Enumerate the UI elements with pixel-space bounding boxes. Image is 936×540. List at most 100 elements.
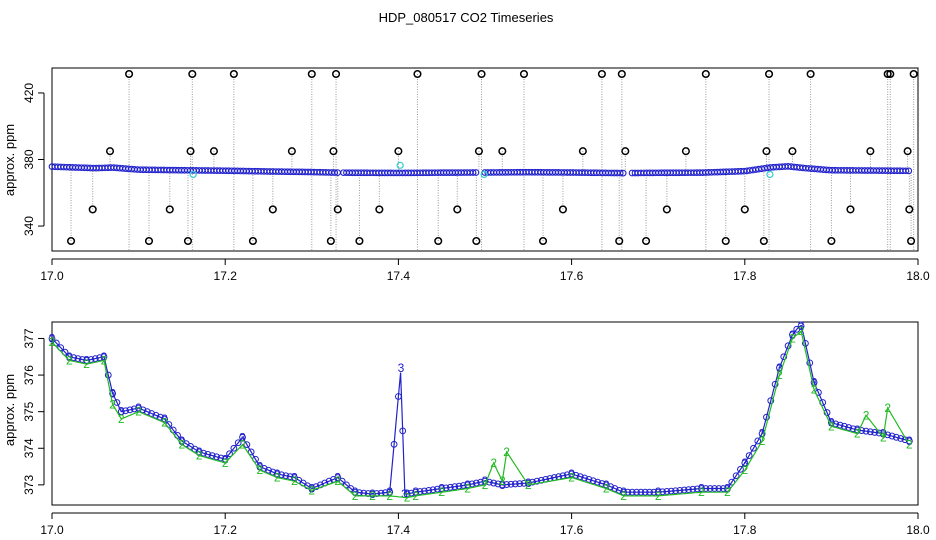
spike-point [477,69,486,79]
series-point [905,437,913,445]
series-point [130,405,138,413]
series-point [260,465,268,472]
series-point [217,454,225,462]
series-point [693,485,701,493]
series-point [195,448,203,456]
spike-point [307,69,316,79]
series-marker-label: 2 [884,401,891,415]
spike-point [903,147,912,156]
series-point [715,485,723,492]
y-tick-label: 420 [22,83,36,103]
spike-point [183,236,193,246]
series-point [620,488,627,496]
series-point [637,488,645,496]
series-point [83,357,91,364]
series-marker-label: 3 [854,423,861,437]
series-marker-label: 2 [464,482,471,496]
series-point [524,479,532,487]
series-point [148,410,155,417]
series-point [745,452,753,459]
series-marker-label: 3 [161,412,168,426]
series-marker-label: 3 [49,331,56,345]
bottom-panel: approx. ppm 17.0 17.2 17.4 17.6 17.8 18.0 373… [2,319,930,537]
series-point [763,413,770,421]
series-marker-label: 2 [525,478,532,492]
series-point [113,399,121,406]
series-marker-label: 2 [404,491,411,505]
spike-point [453,205,462,214]
series-point [823,409,831,416]
spike-point [144,236,154,246]
series-marker-label: 3 [828,416,835,430]
spike-point [375,205,384,214]
series-marker-label: 3 [196,445,203,459]
spike-point [701,69,710,79]
series-marker-label: 2 [906,438,913,452]
series-point [737,465,744,473]
series-marker-label: 3 [83,353,90,367]
series-marker-label: 2 [789,331,796,345]
series-point [659,488,666,496]
baseline-point [616,169,624,177]
series-marker-label: 2 [196,449,203,463]
series-marker-label: 3 [811,375,818,389]
spike-point [248,236,257,246]
series-marker-label: 3 [239,430,246,444]
series-point [654,488,662,496]
series-point [581,474,588,482]
series-marker-label: 2 [369,489,376,503]
series-marker-label: 3 [291,471,298,485]
spike-point [105,147,115,156]
spike-point [331,69,341,79]
spike-point [88,205,97,214]
series-point [836,421,844,429]
series-marker-label: 2 [568,471,575,485]
spike-point [472,236,481,246]
spike-point [434,236,443,246]
spike-point [229,69,238,79]
series-point [888,432,896,440]
series-point [897,435,905,442]
series-point [369,490,376,498]
series-marker-label: 2 [101,353,108,367]
series-point [433,485,441,493]
spike-point [558,205,567,214]
series-point [213,453,220,461]
series-point [135,404,143,412]
series-point [875,429,883,437]
series-marker-label: 2 [352,489,359,503]
series-point [633,488,640,496]
series-point [438,485,446,492]
series-marker-label: 3 [525,476,532,490]
baseline-point [472,169,480,176]
series-marker-label: 3 [464,478,471,492]
series-point [711,485,718,492]
top-y-axis: 340 380 420 [22,83,45,236]
baseline-point [469,169,477,176]
flagged-point [766,170,774,179]
series-point [646,488,653,496]
series-point [598,480,606,487]
x-tick-label: 17.6 [560,269,584,283]
spike-point [188,69,197,79]
series-point [611,485,619,492]
y-tick-label: 375 [22,401,36,421]
series-point [802,339,809,347]
series-point [247,448,255,456]
spike-point [788,147,797,156]
series-point [234,439,242,447]
chart-title: HDP_080517 CO2 Timeseries [379,10,554,25]
series-marker-label: 3 [101,350,108,364]
series-marker-label: 2 [291,474,298,488]
series-point [650,488,658,496]
spike-point [907,236,916,246]
series-point [871,429,879,436]
spike-point [662,205,671,214]
series-point [477,478,485,486]
series-marker-label: 2 [503,445,510,459]
spike-point [886,69,895,79]
spike-point [806,69,815,79]
series-point [607,483,614,491]
spike-point [326,236,335,246]
spike-point [740,205,749,214]
